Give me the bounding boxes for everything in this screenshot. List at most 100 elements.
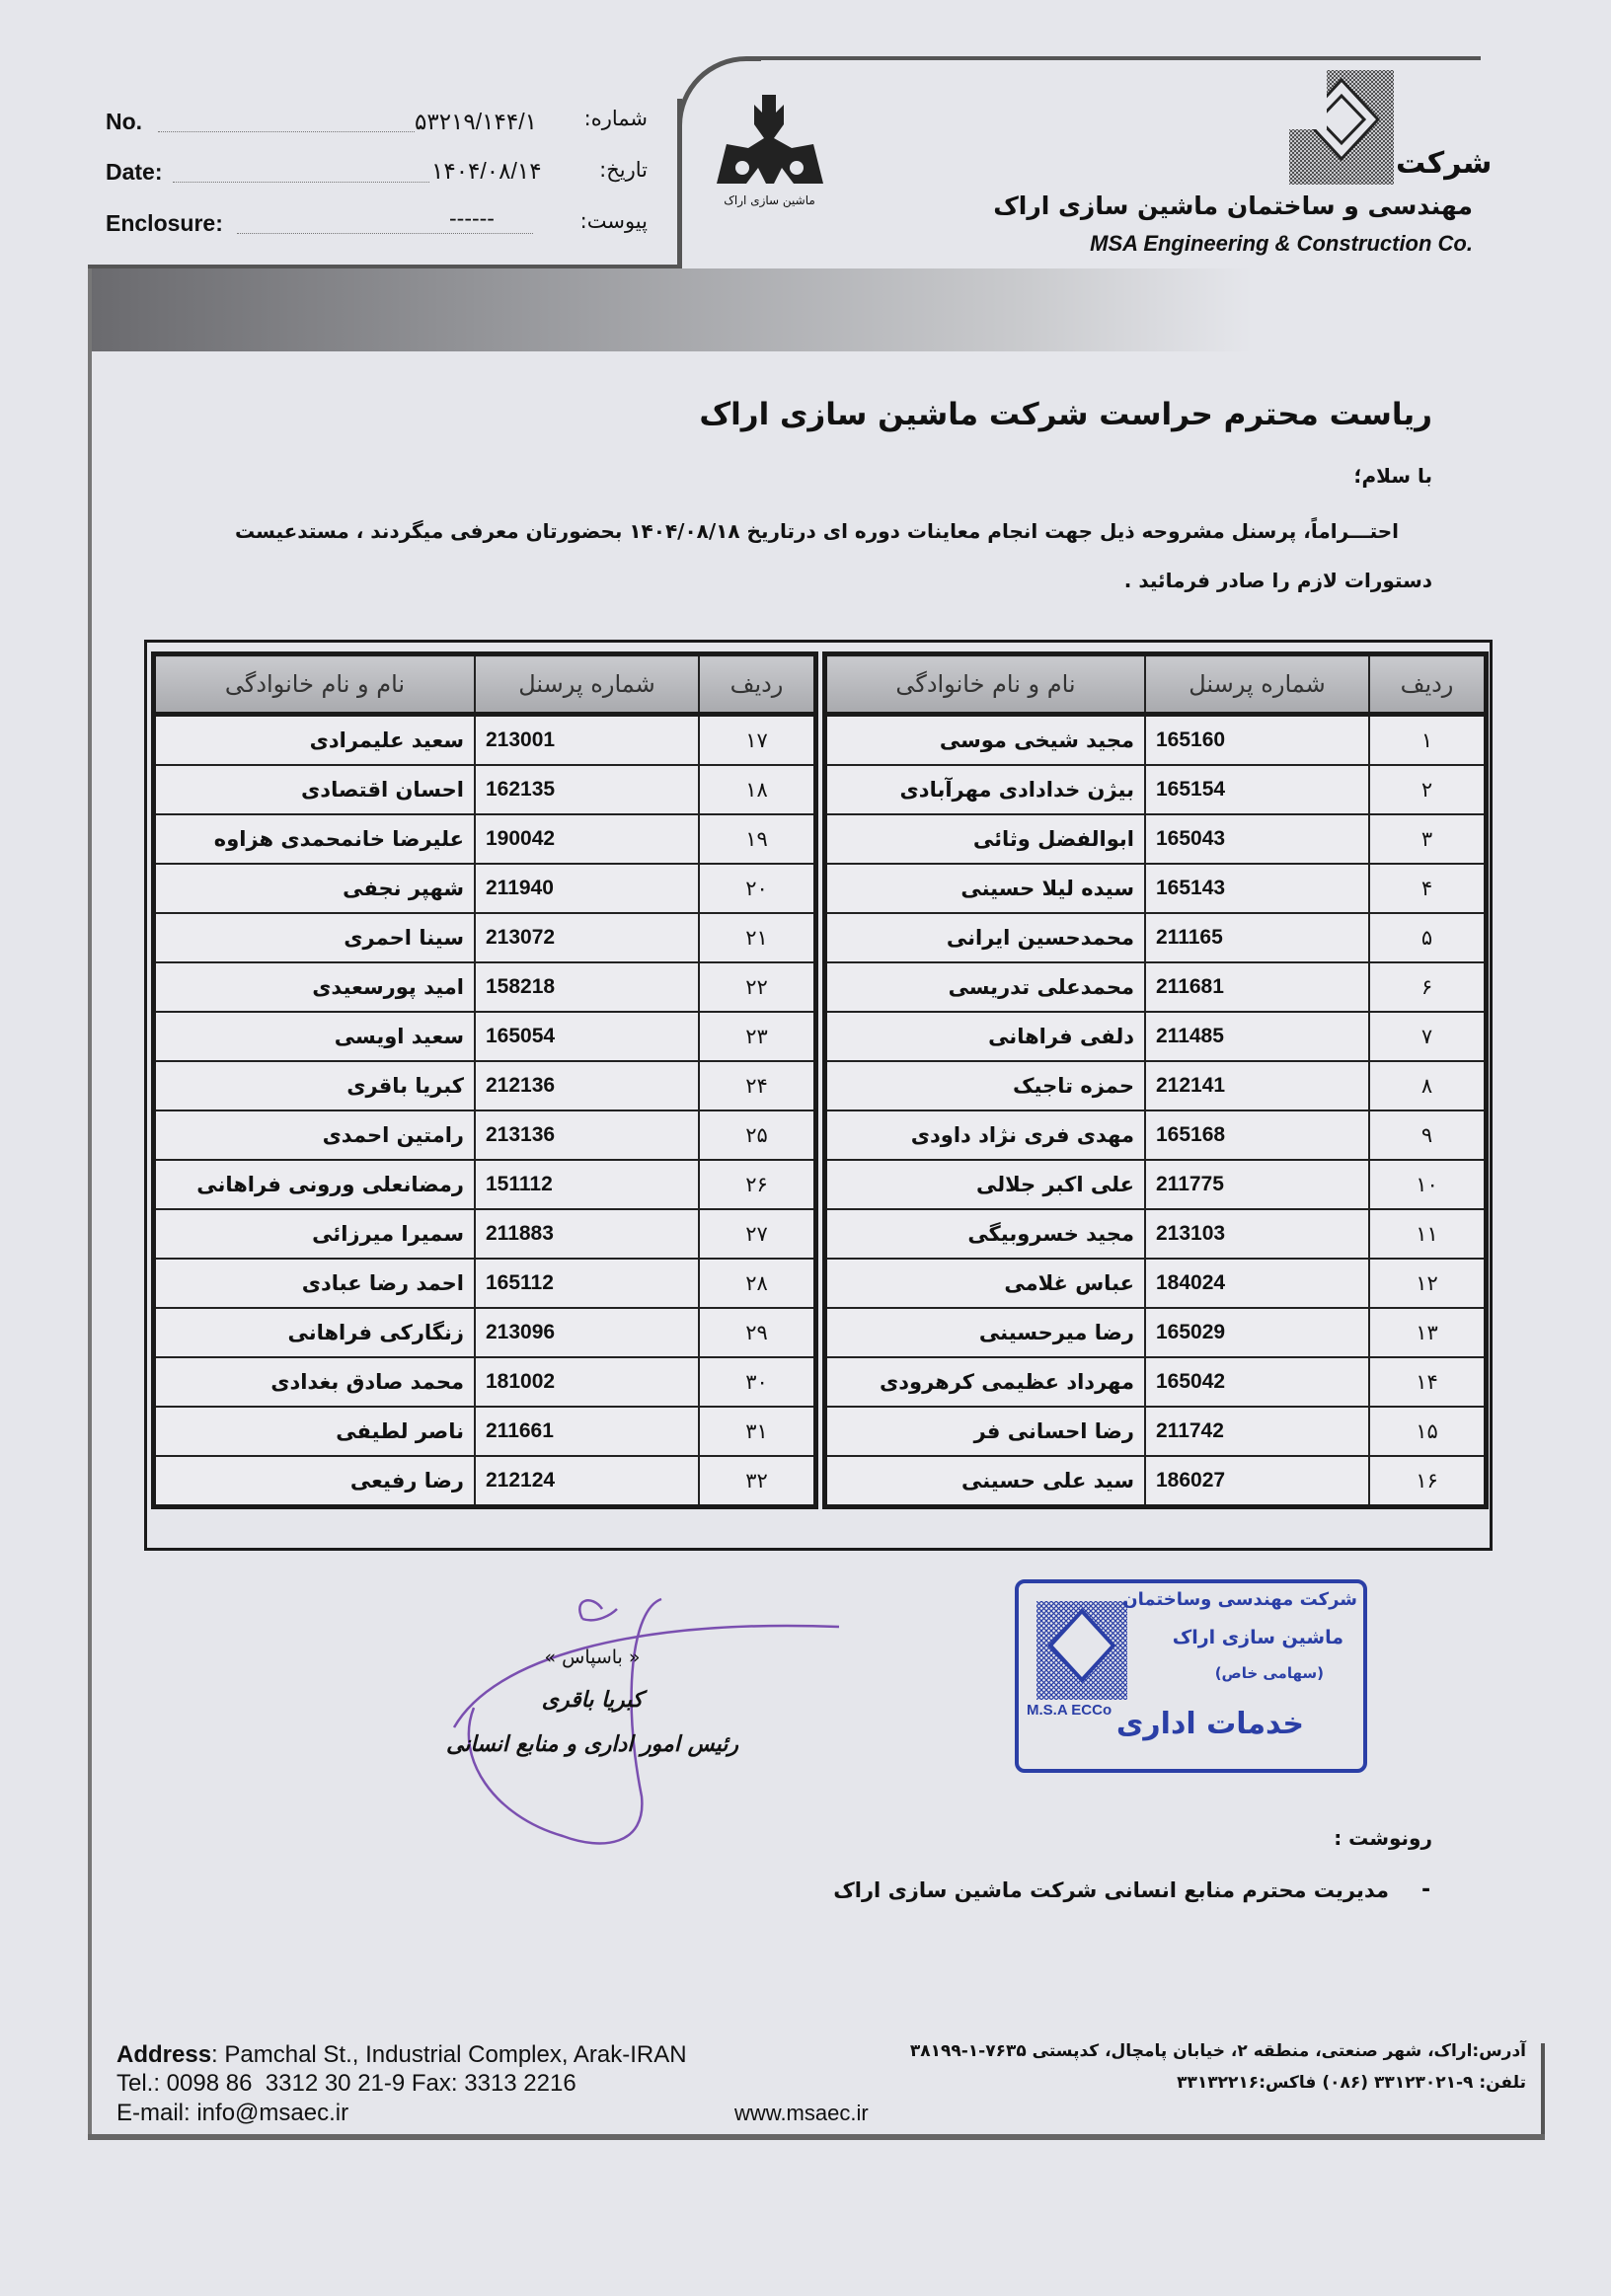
- footer-website: www.msaec.ir: [734, 2101, 869, 2125]
- personnel-number: 211742: [1144, 1406, 1370, 1457]
- full-name: مهرداد عظیمی کرهرودی: [823, 1356, 1146, 1408]
- row-number: ۲۶: [698, 1159, 817, 1210]
- full-name: رضا میرحسینی: [823, 1307, 1146, 1358]
- table-row: ۸ 212141 حمزه تاجیک: [823, 1060, 1488, 1111]
- company-name-fa: مهندسی و ساختمان ماشین سازی اراک: [993, 191, 1473, 220]
- table-row: ۲ 165154 بیژن خدادادی مهرآبادی: [823, 764, 1488, 815]
- footer-address-fa: آدرس:اراک، شهر صنعتی، منطقه ۲، خیابان پا…: [909, 2041, 1526, 2061]
- full-name: سمیرا میرزائی: [152, 1208, 476, 1260]
- footer-tel-fa: تلفن: ۹-۳۳۱۲۳۰۲۱ (۰۸۶) فاکس:۳۳۱۳۲۲۱۶: [1177, 2073, 1526, 2093]
- footer-border-bottom: [88, 2134, 1545, 2140]
- row-number: ۱۷: [698, 713, 817, 766]
- table-row: ۱۸ 162135 احسان اقتصادی: [152, 764, 817, 815]
- header-frame-left: [88, 265, 681, 268]
- row-number: ۱۱: [1368, 1208, 1488, 1260]
- no-value: ۵۳۲۱۹/۱۴۴/۱: [415, 109, 537, 134]
- personnel-number: 165042: [1144, 1356, 1370, 1408]
- signatory-name: کبریا باقری: [541, 1688, 644, 1713]
- personnel-number: 165154: [1144, 764, 1370, 815]
- body-line-2: دستورات لازم را صادر فرمائید .: [1123, 569, 1432, 592]
- greeting: با سلام؛: [1353, 464, 1433, 488]
- personnel-number: 186027: [1144, 1455, 1370, 1508]
- table-row: ۱۹ 190042 علیرضا خانمحمدی هزاوه: [152, 813, 817, 865]
- personnel-number: 213096: [474, 1307, 700, 1358]
- table-row: ۲۹ 213096 زنگارکی فراهانی: [152, 1307, 817, 1358]
- row-number: ۹: [1368, 1110, 1488, 1161]
- company-name-en: MSA Engineering & Construction Co.: [1090, 231, 1473, 256]
- row-number: ۳۰: [698, 1356, 817, 1408]
- row-number: ۳۲: [698, 1455, 817, 1508]
- table-row: ۹ 165168 مهدی فری نژاد داودی: [823, 1110, 1488, 1161]
- row-number: ۱۴: [1368, 1356, 1488, 1408]
- full-name: مجید خسروبیگی: [823, 1208, 1146, 1260]
- cc-label: رونوشت :: [1334, 1826, 1432, 1850]
- msa-company-logo: [1289, 70, 1394, 185]
- personnel-number: 184024: [1144, 1258, 1370, 1309]
- no-dots: [158, 131, 415, 132]
- full-name: دلفی فراهانی: [823, 1011, 1146, 1062]
- personnel-number: 190042: [474, 813, 700, 865]
- row-number: ۶: [1368, 961, 1488, 1013]
- stamp-line-3: (سهامی خاص): [1214, 1664, 1324, 1682]
- table-row: ۲۵ 213136 رامتین احمدی: [152, 1110, 817, 1161]
- full-name: احسان اقتصادی: [152, 764, 476, 815]
- signature-closing: « باسپاس »: [544, 1646, 641, 1668]
- personnel-number: 211165: [1144, 912, 1370, 963]
- company-prefix: شرکت: [1396, 146, 1493, 181]
- table-row: ۲۱ 213072 سینا احمری: [152, 912, 817, 963]
- full-name: مهدی فری نژاد داودی: [823, 1110, 1146, 1161]
- row-number: ۱۲: [1368, 1258, 1488, 1309]
- table-row: ۱۱ 213103 مجید خسروبیگی: [823, 1208, 1488, 1260]
- stamp-line-2: ماشین سازی اراک: [1172, 1627, 1343, 1648]
- page-border-left: [88, 268, 92, 2139]
- full-name: سینا احمری: [152, 912, 476, 963]
- machine-sazi-logo: [717, 95, 823, 184]
- table-row: ۳۱ 211661 ناصر لطیفی: [152, 1406, 817, 1457]
- row-number: ۷: [1368, 1011, 1488, 1062]
- row-number: ۵: [1368, 912, 1488, 963]
- table-row: ۷ 211485 دلفی فراهانی: [823, 1011, 1488, 1062]
- date-label-fa: تاریخ:: [599, 158, 648, 182]
- company-stamp: M.S.A ECCo شرکت مهندسی وساختمان ماشین سا…: [1015, 1579, 1367, 1773]
- row-number: ۸: [1368, 1060, 1488, 1111]
- table-header-row: ردیف شماره پرسنل نام و نام خانوادگی: [152, 652, 817, 717]
- table-row: ۶ 211681 محمدعلی تدریسی: [823, 961, 1488, 1013]
- enclosure-dots: [237, 233, 533, 234]
- full-name: رمضانعلی ورونی فراهانی: [152, 1159, 476, 1210]
- table-row: ۱۶ 186027 سید علی حسینی: [823, 1455, 1488, 1508]
- column-header: شماره پرسنل: [474, 652, 700, 717]
- no-label: No.: [106, 109, 143, 134]
- personnel-number: 211940: [474, 863, 700, 914]
- enclosure-value: ------: [449, 205, 495, 231]
- row-number: ۱۶: [1368, 1455, 1488, 1508]
- table-row: ۱۲ 184024 عباس غلامی: [823, 1258, 1488, 1309]
- personnel-number: 211485: [1144, 1011, 1370, 1062]
- row-number: ۲۱: [698, 912, 817, 963]
- full-name: امید پورسعیدی: [152, 961, 476, 1013]
- footer-email: E-mail: info@msaec.ir: [116, 2100, 349, 2126]
- body-line-1: احتـــراماً، پرسنل مشروحه ذیل جهت انجام …: [234, 519, 1399, 543]
- row-number: ۳: [1368, 813, 1488, 865]
- table-row: ۱۴ 165042 مهرداد عظیمی کرهرودی: [823, 1356, 1488, 1408]
- personnel-number: 211661: [474, 1406, 700, 1457]
- table-row: ۵ 211165 محمدحسین ایرانی: [823, 912, 1488, 963]
- full-name: رامتین احمدی: [152, 1110, 476, 1161]
- table-row: ۴ 165143 سیده لیلا حسینی: [823, 863, 1488, 914]
- date-label: Date:: [106, 159, 163, 185]
- row-number: ۱۰: [1368, 1159, 1488, 1210]
- table-header-row: ردیف شماره پرسنل نام و نام خانوادگی: [823, 652, 1488, 717]
- column-header: نام و نام خانوادگی: [152, 652, 476, 717]
- full-name: علیرضا خانمحمدی هزاوه: [152, 813, 476, 865]
- full-name: محمدحسین ایرانی: [823, 912, 1146, 963]
- table-row: ۲۷ 211883 سمیرا میرزائی: [152, 1208, 817, 1260]
- stamp-logo-icon: [1036, 1601, 1127, 1700]
- header-frame-top: [750, 56, 1481, 60]
- personnel-number: 165043: [1144, 813, 1370, 865]
- column-header: شماره پرسنل: [1144, 652, 1370, 717]
- row-number: ۲۹: [698, 1307, 817, 1358]
- address-label: Address: [116, 2041, 212, 2068]
- personnel-number: 212141: [1144, 1060, 1370, 1111]
- cc-dash: -: [1421, 1877, 1431, 1902]
- personnel-number: 181002: [474, 1356, 700, 1408]
- personnel-table-left: ردیف شماره پرسنل نام و نام خانوادگی ۱۷ 21300…: [151, 651, 818, 1509]
